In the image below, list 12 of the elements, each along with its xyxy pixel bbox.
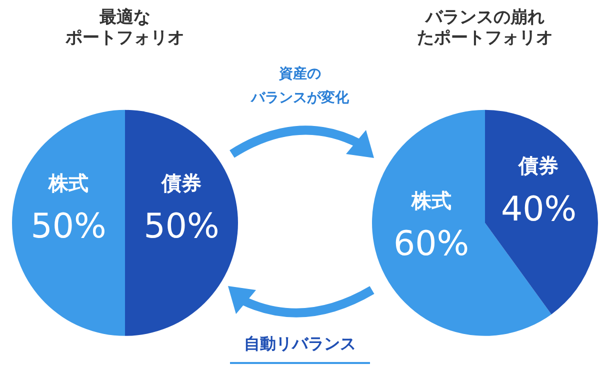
- data-label: 50%: [144, 206, 220, 247]
- data-label: 50%: [30, 206, 106, 247]
- chart-title: 最適なポートフォリオ: [64, 8, 184, 48]
- slice-label: 株式: [410, 188, 452, 213]
- data-label: 60%: [393, 224, 470, 264]
- slice-label: 株式: [48, 171, 88, 196]
- slice-label: 債券: [160, 171, 202, 196]
- data-label: 40%: [500, 189, 577, 230]
- text: 自動リバランス: [243, 334, 357, 355]
- chart-title: バランスの崩れたポートフォリオ: [417, 8, 553, 48]
- slice-label: 債券: [518, 154, 559, 178]
- text: 資産のバランスが変化: [250, 64, 350, 108]
